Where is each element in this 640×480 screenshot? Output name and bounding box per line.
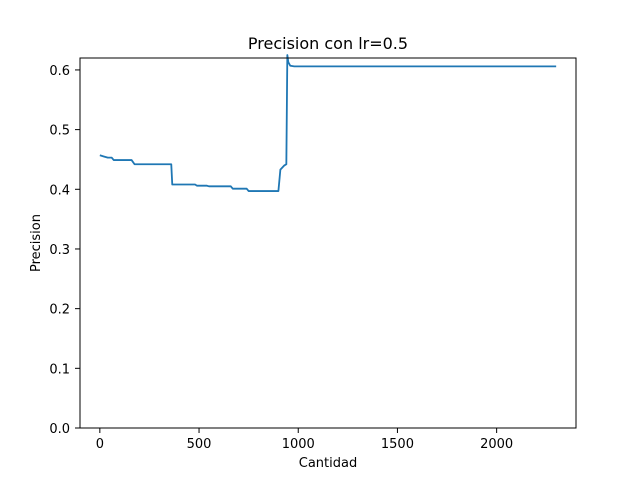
x-tick-label: 1500 xyxy=(381,437,414,452)
x-axis-ticks: 0 500 1000 1500 2000 xyxy=(96,428,513,452)
y-axis-label: Precision xyxy=(29,214,44,272)
y-tick-label: 0.0 xyxy=(49,422,70,437)
y-tick-label: 0.2 xyxy=(49,303,70,318)
plot-frame xyxy=(79,57,577,429)
precision-series-line xyxy=(99,54,557,192)
x-tick-label: 2000 xyxy=(480,437,513,452)
y-tick-label: 0.1 xyxy=(49,362,70,377)
x-tick-label: 0 xyxy=(96,437,104,452)
y-tick-label: 0.3 xyxy=(49,243,70,258)
x-tick-label: 500 xyxy=(187,437,212,452)
x-axis-label: Cantidad xyxy=(299,456,357,471)
chart-title: Precision con lr=0.5 xyxy=(248,34,408,53)
y-tick-label: 0.5 xyxy=(49,124,70,139)
y-axis-ticks: 0.0 0.1 0.2 0.3 0.4 0.5 0.6 xyxy=(49,64,80,437)
y-tick-label: 0.6 xyxy=(49,64,70,79)
series-layer xyxy=(99,54,557,192)
plot-area: 0 500 1000 1500 2000 0.0 0.1 0.2 0.3 0.4 0.5 0.6 xyxy=(49,54,577,452)
y-tick-label: 0.4 xyxy=(49,183,70,198)
plot-background xyxy=(80,58,576,428)
x-tick-label: 1000 xyxy=(282,437,315,452)
